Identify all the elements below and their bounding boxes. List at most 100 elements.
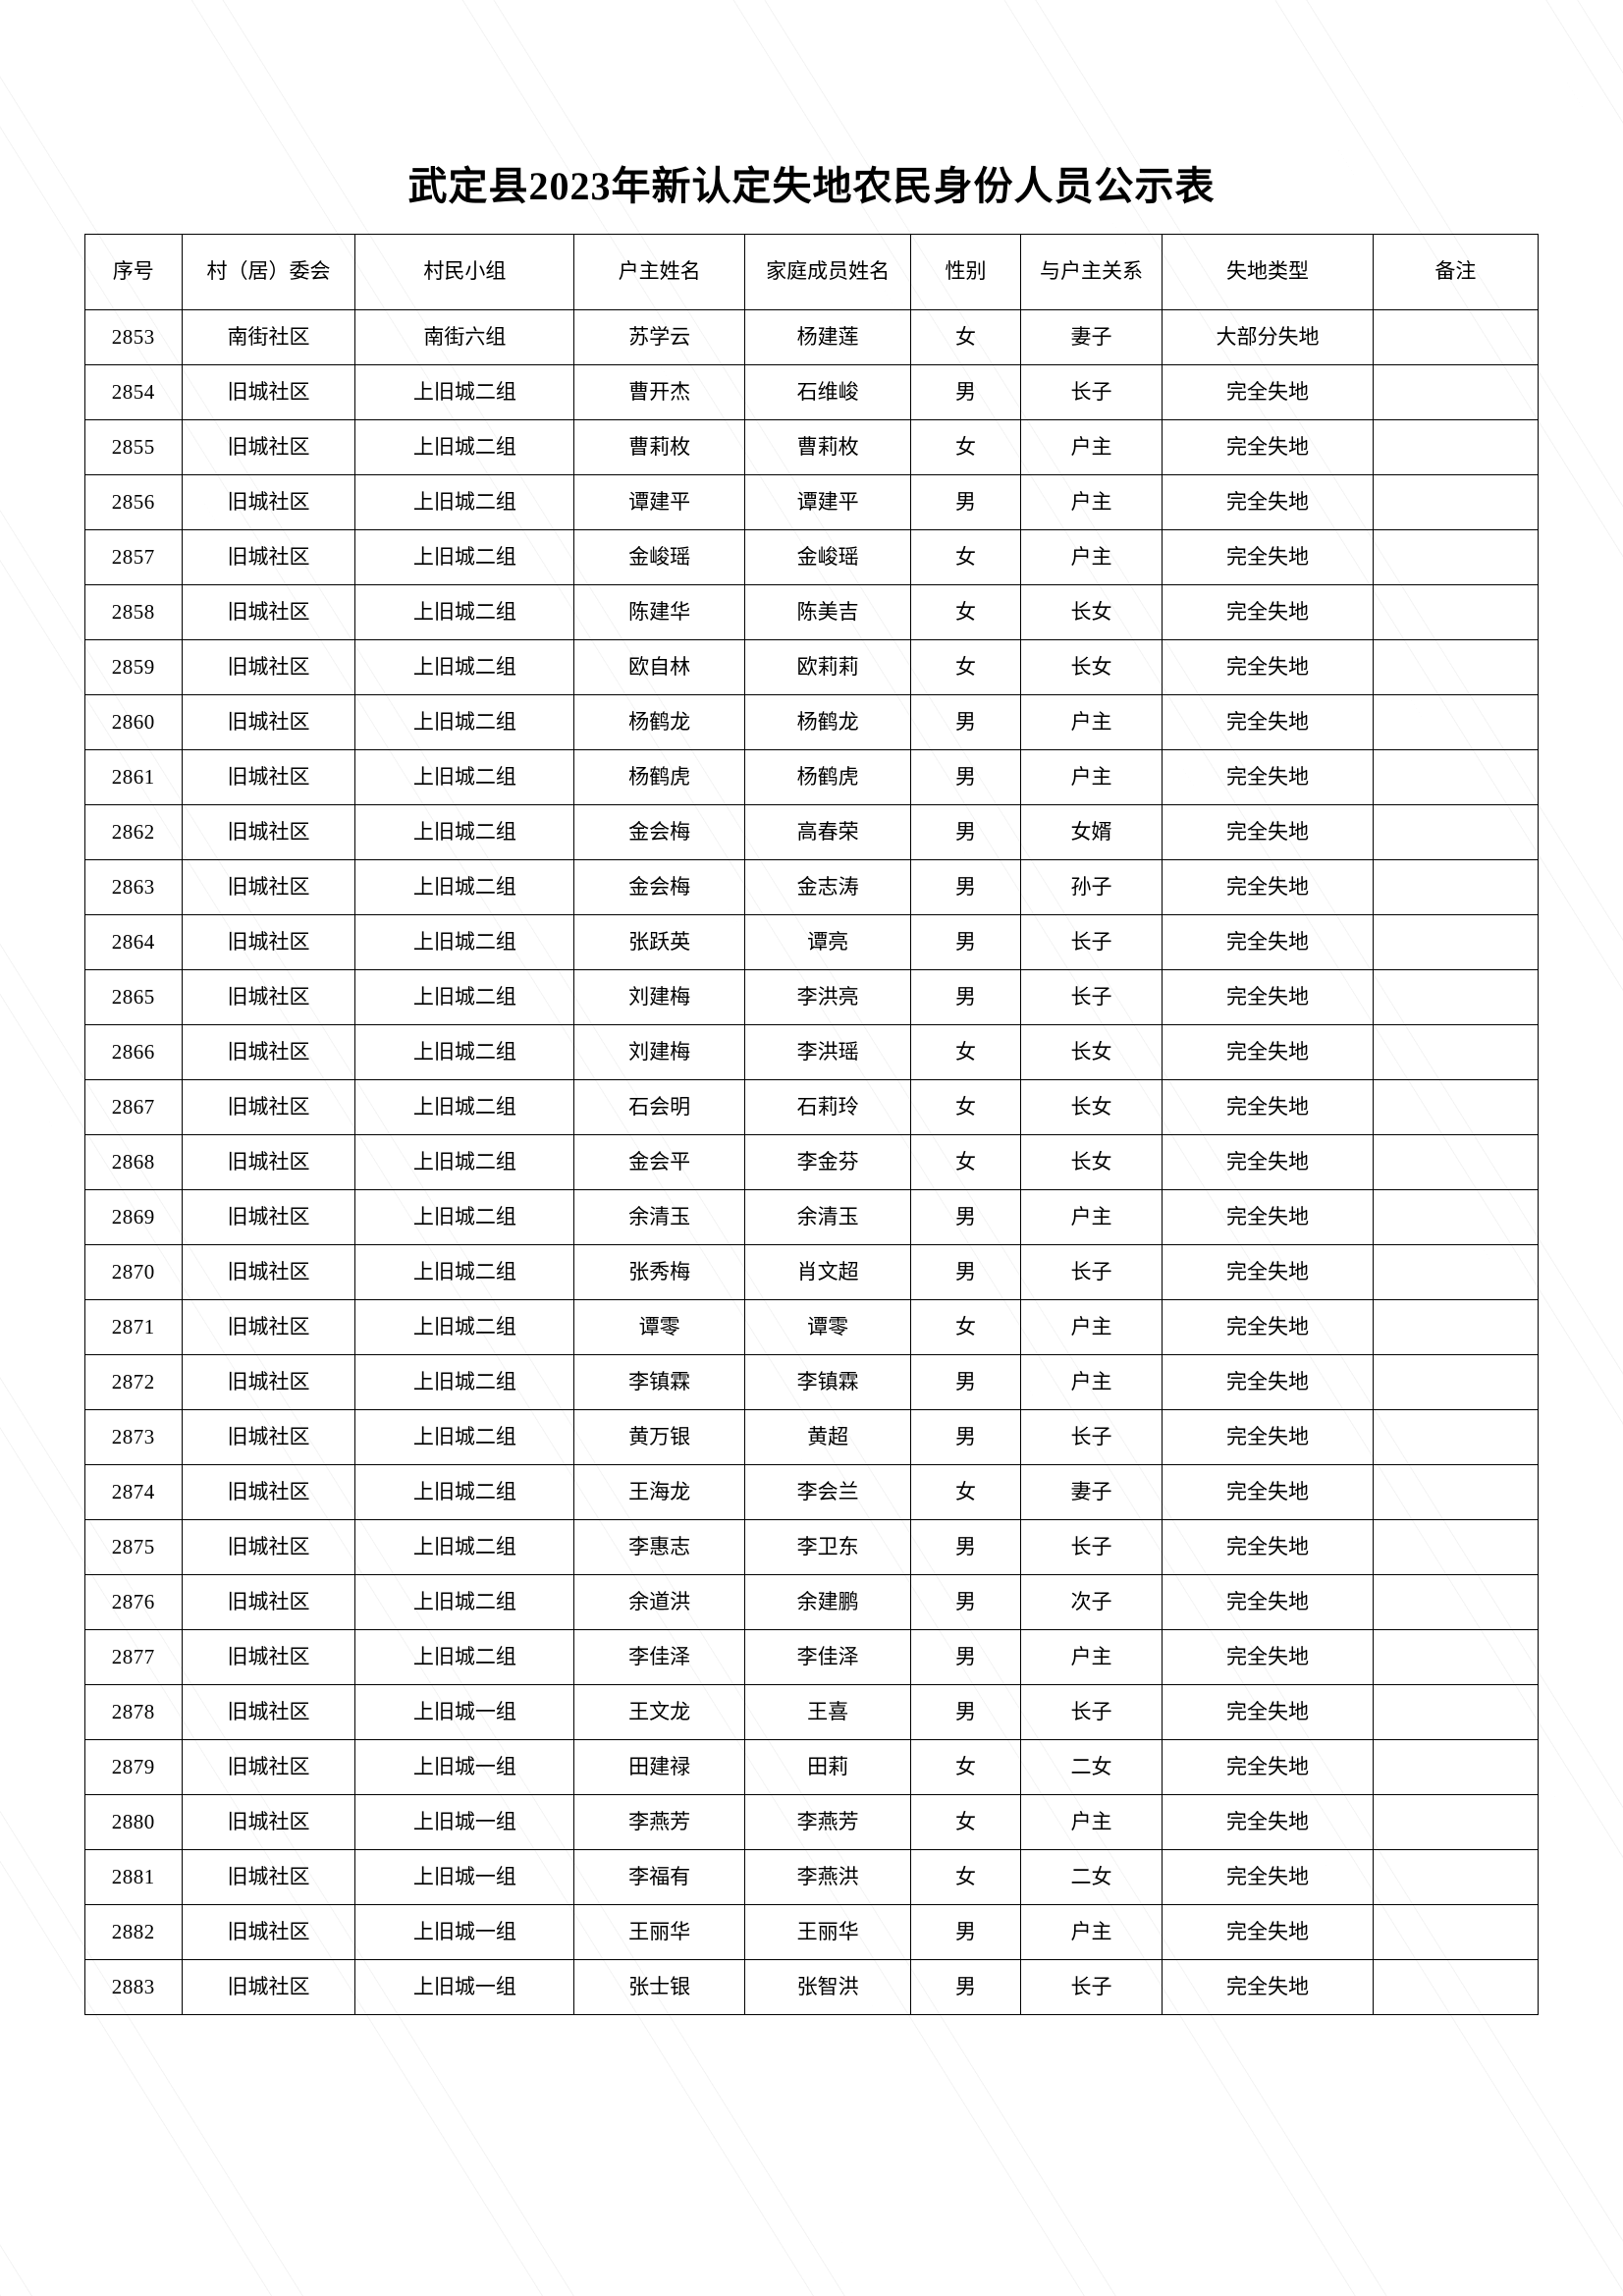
- cell-gender: 男: [910, 1189, 1021, 1245]
- column-header-member: 家庭成员姓名: [743, 234, 912, 310]
- cell-head: 欧自林: [573, 639, 745, 695]
- cell-seq: 2879: [84, 1739, 183, 1795]
- table-row: 2878 旧城社区 上旧城一组 王文龙 王喜男长子 完全失地: [84, 1684, 1540, 1740]
- cell-member: 石莉玲: [743, 1079, 912, 1135]
- cell-gender: 男: [910, 1519, 1021, 1575]
- cell-village: 旧城社区: [181, 1079, 356, 1135]
- cell-village: 旧城社区: [181, 694, 356, 750]
- cell-gender: 女: [910, 1739, 1021, 1795]
- cell-gender: 男: [910, 694, 1021, 750]
- cell-village: 旧城社区: [181, 1519, 356, 1575]
- cell-type: 完全失地: [1162, 1849, 1374, 1905]
- cell-seq: 2881: [84, 1849, 183, 1905]
- table-row: 2871 旧城社区 上旧城二组 谭零 谭零女户主 完全失地: [84, 1299, 1540, 1355]
- cell-head: 李镇霖: [573, 1354, 745, 1410]
- cell-village: 旧城社区: [181, 419, 356, 475]
- table-row: 2873 旧城社区 上旧城二组 黄万银 黄超男长子 完全失地: [84, 1409, 1540, 1465]
- cell-group: 上旧城二组: [354, 639, 575, 695]
- cell-group: 南街六组: [354, 309, 575, 365]
- cell-relation: 户主: [1019, 749, 1163, 805]
- cell-head: 王海龙: [573, 1464, 745, 1520]
- column-header-group: 村民小组: [354, 234, 575, 310]
- table-row: 2859 旧城社区 上旧城二组 欧自林 欧莉莉女长女 完全失地: [84, 639, 1540, 695]
- cell-head: 杨鹤虎: [573, 749, 745, 805]
- table-row: 2868 旧城社区 上旧城二组 金会平 李金芬女长女 完全失地: [84, 1134, 1540, 1190]
- cell-seq: 2855: [84, 419, 183, 475]
- table-row: 2882 旧城社区 上旧城一组 王丽华 王丽华男户主 完全失地: [84, 1904, 1540, 1960]
- cell-head: 金会梅: [573, 804, 745, 860]
- cell-seq: 2871: [84, 1299, 183, 1355]
- cell-type: 完全失地: [1162, 1904, 1374, 1960]
- page-title: 武定县2023年新认定失地农民身份人员公示表: [407, 164, 1216, 208]
- cell-relation: 长女: [1019, 1079, 1163, 1135]
- cell-remark: [1372, 914, 1540, 970]
- table-row: 2860 旧城社区 上旧城二组 杨鹤龙 杨鹤龙男户主 完全失地: [84, 694, 1540, 750]
- cell-village: 南街社区: [181, 309, 356, 365]
- cell-seq: 2866: [84, 1024, 183, 1080]
- cell-relation: 户主: [1019, 474, 1163, 530]
- table-header: 序号 村（居）委会 村民小组 户主姓名 家庭成员姓名 性别 与户主关系 失地类型…: [84, 234, 1540, 310]
- cell-head: 金会平: [573, 1134, 745, 1190]
- cell-type: 完全失地: [1162, 1464, 1374, 1520]
- table-row: 2869 旧城社区 上旧城二组 余清玉 余清玉男户主 完全失地: [84, 1189, 1540, 1245]
- cell-head: 李福有: [573, 1849, 745, 1905]
- cell-remark: [1372, 1409, 1540, 1465]
- cell-remark: [1372, 1684, 1540, 1740]
- table-row: 2879 旧城社区 上旧城一组 田建禄 田莉女二女 完全失地: [84, 1739, 1540, 1795]
- cell-relation: 户主: [1019, 1904, 1163, 1960]
- cell-remark: [1372, 419, 1540, 475]
- cell-head: 谭零: [573, 1299, 745, 1355]
- cell-gender: 女: [910, 1024, 1021, 1080]
- cell-village: 旧城社区: [181, 1464, 356, 1520]
- cell-village: 旧城社区: [181, 364, 356, 420]
- cell-seq: 2867: [84, 1079, 183, 1135]
- cell-member: 李会兰: [743, 1464, 912, 1520]
- cell-group: 上旧城二组: [354, 1629, 575, 1685]
- table-row: 2867 旧城社区 上旧城二组 石会明 石莉玲女长女 完全失地: [84, 1079, 1540, 1135]
- cell-head: 曹莉枚: [573, 419, 745, 475]
- cell-remark: [1372, 1574, 1540, 1630]
- cell-village: 旧城社区: [181, 584, 356, 640]
- cell-seq: 2864: [84, 914, 183, 970]
- cell-relation: 孙子: [1019, 859, 1163, 915]
- cell-member: 李金芬: [743, 1134, 912, 1190]
- cell-gender: 女: [910, 1794, 1021, 1850]
- table-row: 2870 旧城社区 上旧城二组 张秀梅 肖文超男长子 完全失地: [84, 1244, 1540, 1300]
- cell-type: 完全失地: [1162, 474, 1374, 530]
- cell-seq: 2858: [84, 584, 183, 640]
- cell-member: 欧莉莉: [743, 639, 912, 695]
- cell-type: 完全失地: [1162, 1244, 1374, 1300]
- cell-type: 完全失地: [1162, 1189, 1374, 1245]
- cell-type: 完全失地: [1162, 1409, 1374, 1465]
- cell-member: 高春荣: [743, 804, 912, 860]
- cell-seq: 2862: [84, 804, 183, 860]
- cell-relation: 长女: [1019, 584, 1163, 640]
- cell-gender: 女: [910, 309, 1021, 365]
- cell-remark: [1372, 1739, 1540, 1795]
- cell-group: 上旧城二组: [354, 1134, 575, 1190]
- cell-head: 李佳泽: [573, 1629, 745, 1685]
- cell-relation: 长子: [1019, 969, 1163, 1025]
- cell-group: 上旧城二组: [354, 749, 575, 805]
- cell-seq: 2853: [84, 309, 183, 365]
- cell-type: 完全失地: [1162, 364, 1374, 420]
- cell-member: 谭建平: [743, 474, 912, 530]
- table-row: 2858 旧城社区 上旧城二组 陈建华 陈美吉女长女 完全失地: [84, 584, 1540, 640]
- cell-type: 完全失地: [1162, 584, 1374, 640]
- cell-relation: 户主: [1019, 1189, 1163, 1245]
- cell-village: 旧城社区: [181, 1299, 356, 1355]
- table-row: 2853 南街社区 南街六组 苏学云 杨建莲女妻子 大部分失地: [84, 309, 1540, 365]
- table-row: 2865 旧城社区 上旧城二组 刘建梅 李洪亮男长子 完全失地: [84, 969, 1540, 1025]
- cell-type: 完全失地: [1162, 859, 1374, 915]
- cell-remark: [1372, 1354, 1540, 1410]
- cell-gender: 男: [910, 1629, 1021, 1685]
- cell-group: 上旧城二组: [354, 914, 575, 970]
- cell-relation: 长子: [1019, 914, 1163, 970]
- cell-village: 旧城社区: [181, 859, 356, 915]
- cell-head: 杨鹤龙: [573, 694, 745, 750]
- cell-member: 金峻瑶: [743, 529, 912, 585]
- table-row: 2866 旧城社区 上旧城二组 刘建梅 李洪瑶女长女 完全失地: [84, 1024, 1540, 1080]
- cell-relation: 户主: [1019, 694, 1163, 750]
- cell-village: 旧城社区: [181, 1849, 356, 1905]
- cell-relation: 长子: [1019, 364, 1163, 420]
